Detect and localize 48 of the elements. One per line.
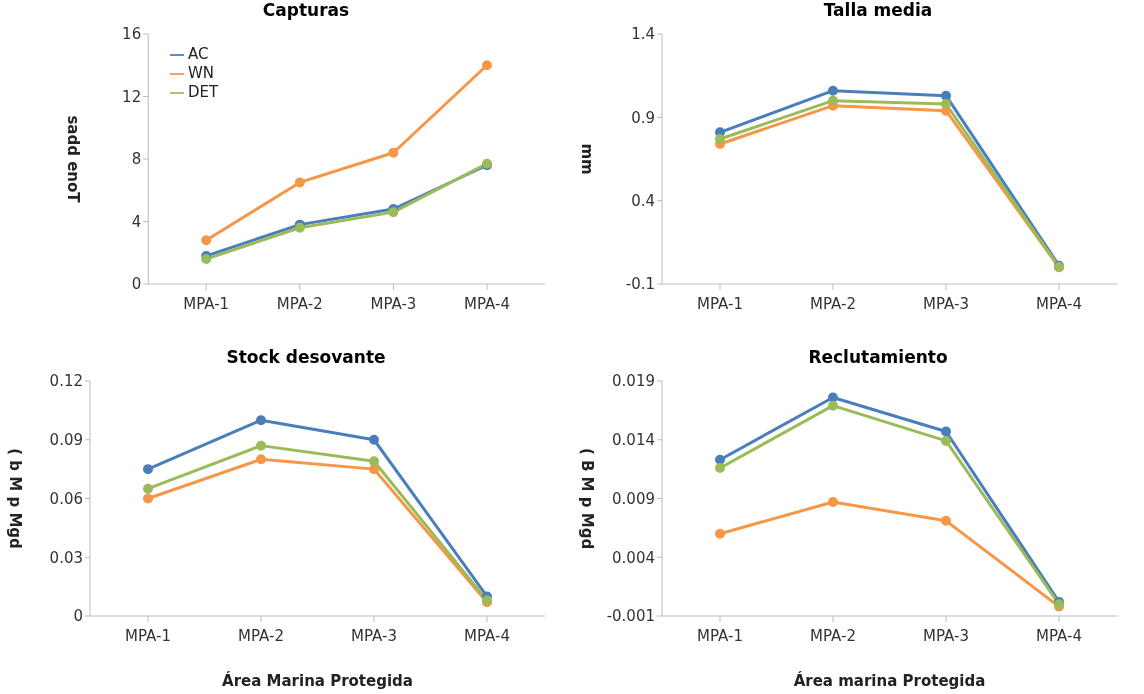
y-axis-title: ( B M p Mgd <box>577 447 596 550</box>
x-tick-label: MPA-3 <box>370 294 417 313</box>
x-tick-label: MPA-1 <box>125 626 171 645</box>
chart-title: Capturas <box>261 0 351 22</box>
y-tick-label: 0.019 <box>612 372 655 391</box>
legend-label: DET <box>188 83 219 101</box>
y-tick-label: 0.009 <box>612 489 655 508</box>
x-tick-label: MPA-2 <box>276 294 323 313</box>
y-tick-label: 0.06 <box>49 489 83 508</box>
y-tick-label: 0.12 <box>49 372 83 391</box>
legend-label: AC <box>188 45 209 63</box>
x-tick-label: MPA-4 <box>464 626 510 645</box>
x-tick-label: MPA-2 <box>810 294 856 313</box>
x-tick-label: MPA-1 <box>183 294 230 313</box>
chart-title: Talla media <box>822 0 934 22</box>
x-tick-label: MPA-4 <box>464 294 510 313</box>
y-tick-label: 12 <box>122 87 142 106</box>
x-tick-label: MPA-3 <box>923 626 969 645</box>
y-tick-label: 0.014 <box>612 431 655 450</box>
legend-label: WN <box>188 64 215 82</box>
x-tick-label: MPA-1 <box>697 294 743 313</box>
y-tick-label: 16 <box>122 25 142 44</box>
y-tick-label: 8 <box>131 150 142 169</box>
x-tick-label: MPA-3 <box>923 294 969 313</box>
x-axis-title: Área Marina Protegida <box>222 671 413 690</box>
y-axis-title: ( b M p Mgd <box>5 448 24 549</box>
y-axis-title: mm <box>577 143 596 175</box>
x-tick-label: MPA-4 <box>1036 626 1082 645</box>
chart-title: Reclutamiento <box>807 347 949 369</box>
y-tick-label: -0.1 <box>625 275 655 294</box>
x-tick-label: MPA-2 <box>810 626 856 645</box>
y-tick-label: 0.004 <box>612 548 655 567</box>
y-tick-label: 0 <box>73 607 83 626</box>
x-tick-label: MPA-3 <box>351 626 397 645</box>
x-tick-label: MPA-4 <box>1036 294 1082 313</box>
y-tick-label: -0.001 <box>606 607 655 626</box>
y-axis-title: sadd enoT <box>63 115 82 204</box>
y-tick-label: 0.9 <box>631 108 655 127</box>
x-axis-title: Área marina Protegida <box>793 671 986 690</box>
y-tick-label: 1.4 <box>631 25 655 44</box>
y-tick-label: 0 <box>131 275 142 294</box>
y-tick-label: 0.4 <box>631 191 655 210</box>
chart-title: Stock desovante <box>225 347 387 369</box>
y-tick-label: 0.03 <box>49 548 83 567</box>
y-tick-label: 4 <box>131 212 142 231</box>
x-tick-label: MPA-2 <box>238 626 284 645</box>
x-tick-label: MPA-1 <box>697 626 743 645</box>
y-tick-label: 0.09 <box>49 431 83 450</box>
